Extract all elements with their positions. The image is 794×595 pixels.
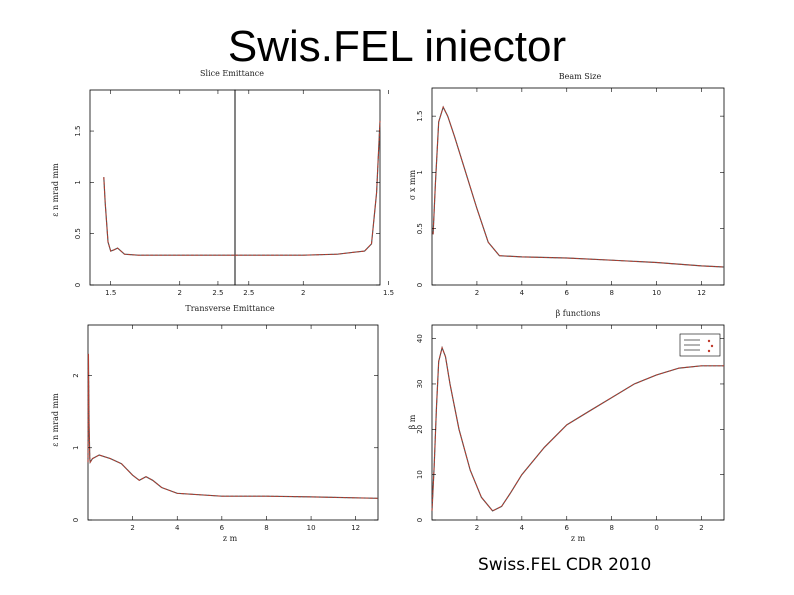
x-tick-label: 4 bbox=[520, 524, 525, 532]
y-tick-label: 40 bbox=[416, 334, 424, 343]
legend-marker bbox=[710, 344, 714, 348]
x-axis-label: β functions bbox=[556, 309, 601, 318]
chart-title: Beam Size bbox=[559, 72, 602, 81]
y-axis-label: σ x mm bbox=[408, 169, 417, 200]
x-tick-label: 8 bbox=[609, 289, 613, 297]
x-tick-label: 2 bbox=[178, 289, 182, 297]
series-line bbox=[235, 120, 381, 256]
x-tick-label: 2.5 bbox=[243, 289, 254, 297]
x-tick-label: 0 bbox=[654, 524, 658, 532]
legend-marker bbox=[707, 339, 711, 343]
x-tick-label: 2 bbox=[130, 524, 134, 532]
y-tick-label: 30 bbox=[416, 379, 424, 388]
series-line-ref bbox=[87, 353, 379, 499]
x-tick-label: 6 bbox=[565, 524, 570, 532]
y-tick-label: 0 bbox=[416, 518, 424, 522]
x-tick-label: 1.5 bbox=[383, 289, 394, 297]
y-tick-label: 2 bbox=[72, 373, 80, 377]
x-tick-label: 10 bbox=[652, 289, 661, 297]
x-tick-label: 2.5 bbox=[212, 289, 223, 297]
x-tick-label: 6 bbox=[220, 524, 225, 532]
x-axis-label: z m bbox=[571, 534, 586, 543]
x-axis-label: z m bbox=[223, 534, 238, 543]
x-tick-label: 8 bbox=[264, 524, 268, 532]
series-line-ref bbox=[432, 105, 725, 268]
plot-frame bbox=[87, 324, 379, 521]
caption: Swiss.FEL CDR 2010 bbox=[478, 555, 652, 575]
series-line-ref bbox=[235, 120, 381, 256]
slice-emittance-chart: Slice Emittance 1.5 2 2.5 2.5 2 1.5 0 0.5 1 1.5 T… bbox=[51, 69, 394, 313]
y-tick-label: 0.5 bbox=[74, 228, 82, 239]
series-line bbox=[87, 353, 379, 499]
x-tick-label: 12 bbox=[351, 524, 360, 532]
y-tick-label: 1 bbox=[416, 170, 424, 174]
x-tick-label: 4 bbox=[175, 524, 180, 532]
x-tick-label: 12 bbox=[697, 289, 706, 297]
page-title: Swis.FEL iniector bbox=[227, 22, 567, 71]
y-tick-label: 20 bbox=[416, 425, 424, 434]
x-tick-label: 8 bbox=[609, 524, 613, 532]
y-axis-label: ε n mrad mm bbox=[51, 163, 60, 217]
y-tick-label: 0 bbox=[72, 518, 80, 522]
legend bbox=[679, 333, 721, 357]
x-tick-label: 4 bbox=[520, 289, 525, 297]
beam-size-chart: Beam Size 2 4 6 8 10 12 0 0.5 1 1.5 β functions σ… bbox=[408, 72, 725, 318]
y-axis-label: β m bbox=[408, 414, 417, 429]
series-line-ref bbox=[103, 177, 235, 256]
plot-frame-right bbox=[234, 89, 381, 286]
y-tick-label: 1 bbox=[72, 446, 80, 450]
x-tick-label: 10 bbox=[307, 524, 316, 532]
y-tick-label: 0 bbox=[74, 283, 82, 287]
series-line bbox=[103, 177, 235, 256]
x-tick-label: 2 bbox=[475, 289, 479, 297]
x-axis-label: Transverse Emittance bbox=[185, 304, 274, 313]
plot-frame bbox=[431, 324, 725, 521]
x-tick-label: 6 bbox=[565, 289, 570, 297]
legend-marker bbox=[707, 349, 711, 353]
y-tick-label: 1 bbox=[74, 180, 82, 184]
x-tick-label: 2 bbox=[699, 524, 703, 532]
chart-title: Slice Emittance bbox=[200, 69, 264, 78]
y-tick-label: 10 bbox=[416, 470, 424, 479]
series-line bbox=[431, 346, 724, 512]
y-tick-label: 1.5 bbox=[74, 125, 82, 136]
series-line bbox=[432, 105, 725, 268]
x-tick-label: 1.5 bbox=[105, 289, 116, 297]
y-axis-label: ε n mrad mm bbox=[51, 393, 60, 447]
series-line-ref bbox=[431, 345, 724, 512]
y-tick-label: 0.5 bbox=[416, 223, 424, 234]
y-tick-label: 1.5 bbox=[416, 111, 424, 122]
x-tick-label: 2 bbox=[301, 289, 305, 297]
y-tick-label: 0 bbox=[416, 283, 424, 287]
plot-frame bbox=[431, 87, 725, 286]
x-tick-label: 2 bbox=[475, 524, 479, 532]
